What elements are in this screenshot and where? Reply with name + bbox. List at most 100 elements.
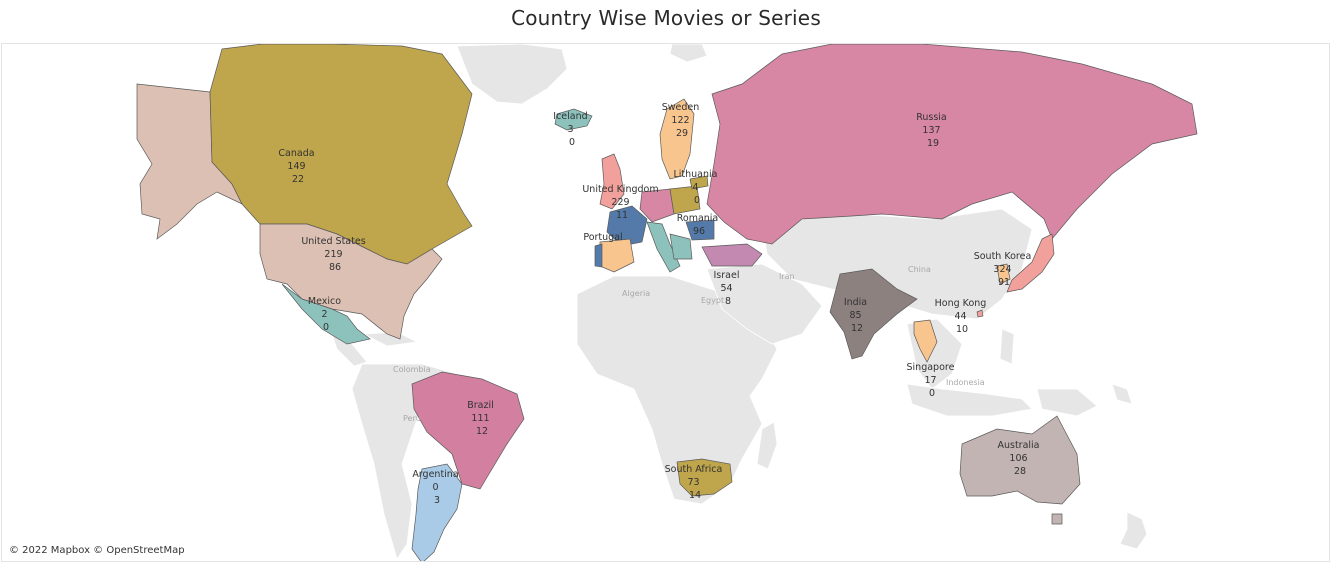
bg-label-egypt: Egypt <box>701 296 724 305</box>
label-hong-kong-name: Hong Kong <box>935 298 987 309</box>
label-singapore-name: Singapore <box>907 362 955 373</box>
country-shape-italy <box>646 221 681 273</box>
label-russia-name: Russia <box>916 112 947 123</box>
world-map[interactable]: Iran China Algeria Egypt Colombia Peru I… <box>2 44 1330 562</box>
country-shape-tasmania <box>1051 513 1063 525</box>
country-shape-brazil <box>411 371 525 490</box>
label-india-v1: 85 <box>849 310 861 321</box>
country-shape-france <box>606 205 648 247</box>
country-shape-australia <box>959 415 1081 505</box>
label-south-africa: South Africa 73 14 <box>665 464 726 501</box>
label-hong-kong-v2: 10 <box>956 324 968 335</box>
country-shape-canada <box>209 44 473 265</box>
label-singapore-v2: 0 <box>929 388 935 399</box>
label-australia-name: Australia <box>997 440 1039 451</box>
new-zealand-shape <box>1119 511 1148 550</box>
label-usa-v1: 219 <box>324 249 342 260</box>
label-south-africa-name: South Africa <box>665 464 723 475</box>
svalbard-shape <box>669 44 708 63</box>
bg-label-indonesia: Indonesia <box>946 378 985 387</box>
label-canada-v1: 149 <box>287 161 305 172</box>
label-usa-name: United States <box>301 236 365 247</box>
pacific-islands-shape <box>1111 383 1133 405</box>
country-shape-spain <box>599 238 635 273</box>
highlighted-countries[interactable] <box>136 44 1198 562</box>
bg-label-algeria: Algeria <box>622 289 650 298</box>
label-usa: United States 219 86 <box>301 236 368 273</box>
label-brazil-v1: 111 <box>471 413 489 424</box>
label-south-korea: South Korea 324 91 <box>974 251 1035 288</box>
label-lithuania-name: Lithuania <box>673 169 717 180</box>
label-sweden-name: Sweden <box>662 102 700 113</box>
bg-label-china: China <box>908 265 931 274</box>
country-shape-uk <box>599 153 625 210</box>
label-israel-v2: 8 <box>725 296 731 307</box>
label-sweden-v2: 29 <box>676 128 688 139</box>
label-iceland-name: Iceland <box>553 111 587 122</box>
country-shape-balkans <box>669 233 693 260</box>
label-lithuania-v2: 0 <box>694 195 700 206</box>
label-india-v2: 12 <box>851 323 863 334</box>
country-shape-iceland <box>554 108 593 131</box>
label-australia-v1: 106 <box>1009 453 1027 464</box>
label-iceland-v2: 0 <box>569 137 575 148</box>
label-russia-v2: 19 <box>927 138 939 149</box>
middle-east-shape <box>706 263 823 345</box>
label-south-korea-name: South Korea <box>974 251 1032 262</box>
label-canada-v2: 22 <box>292 174 304 185</box>
label-argentina: Argentina 0 3 <box>412 469 461 506</box>
label-portugal-name: Portugal <box>583 232 622 243</box>
country-shape-mexico <box>281 283 371 345</box>
label-uk-name: United Kingdom <box>582 184 658 195</box>
map-view[interactable]: Iran China Algeria Egypt Colombia Peru I… <box>1 43 1330 562</box>
madagascar-shape <box>756 421 778 470</box>
label-india: India 85 12 <box>844 297 870 334</box>
label-russia-v1: 137 <box>922 125 940 136</box>
bg-label-colombia: Colombia <box>393 365 431 374</box>
country-shape-romania <box>685 219 715 241</box>
country-shape-turkey <box>701 243 763 267</box>
label-argentina-v1: 0 <box>432 482 438 493</box>
country-shape-hongkong <box>976 309 984 318</box>
label-romania: Romania 96 <box>677 213 722 237</box>
country-shape-russia <box>706 44 1198 245</box>
country-shape-argentina <box>411 463 463 561</box>
label-canada: Canada 149 22 <box>278 148 317 185</box>
country-shape-japan <box>1006 233 1055 293</box>
label-lithuania-v1: 4 <box>692 182 698 193</box>
label-brazil-v2: 12 <box>476 426 488 437</box>
bg-label-iran: Iran <box>779 272 795 281</box>
country-shape-germany <box>639 188 675 223</box>
label-argentina-name: Argentina <box>412 469 458 480</box>
label-australia: Australia 106 28 <box>997 440 1042 477</box>
label-mexico-v2: 0 <box>323 322 329 333</box>
bg-label-peru: Peru <box>403 414 421 423</box>
label-mexico-v1: 2 <box>321 309 327 320</box>
label-iceland: Iceland 3 0 <box>553 111 590 148</box>
label-singapore: Singapore 17 0 <box>907 362 958 399</box>
country-shape-korea <box>996 263 1011 285</box>
map-attribution[interactable]: © 2022 Mapbox © OpenStreetMap <box>9 545 185 556</box>
label-mexico-name: Mexico <box>308 296 341 307</box>
country-shape-usa <box>259 223 443 340</box>
label-south-korea-v1: 324 <box>993 264 1011 275</box>
country-shape-thailand <box>913 319 938 363</box>
page-title: Country Wise Movies or Series <box>511 6 821 30</box>
country-shape-india <box>829 268 918 360</box>
label-hong-kong-v1: 44 <box>954 311 966 322</box>
label-usa-v2: 86 <box>329 262 341 273</box>
background-land <box>331 44 1148 560</box>
label-south-korea-v2: 91 <box>998 277 1010 288</box>
new-guinea-shape <box>1036 388 1098 417</box>
label-israel-name: Israel <box>714 270 740 281</box>
label-israel-v1: 54 <box>720 283 732 294</box>
label-russia: Russia 137 19 <box>916 112 950 149</box>
label-south-africa-v1: 73 <box>687 477 699 488</box>
country-labels: Iceland 3 0 Sweden 122 29 Russia 137 19 … <box>278 102 1042 506</box>
label-argentina-v2: 3 <box>434 495 440 506</box>
background-labels: Iran China Algeria Egypt Colombia Peru I… <box>393 265 985 423</box>
label-canada-name: Canada <box>278 148 314 159</box>
greenland-shape <box>456 44 568 105</box>
country-shape-sweden <box>659 98 695 180</box>
label-romania-v1: 96 <box>693 226 705 237</box>
